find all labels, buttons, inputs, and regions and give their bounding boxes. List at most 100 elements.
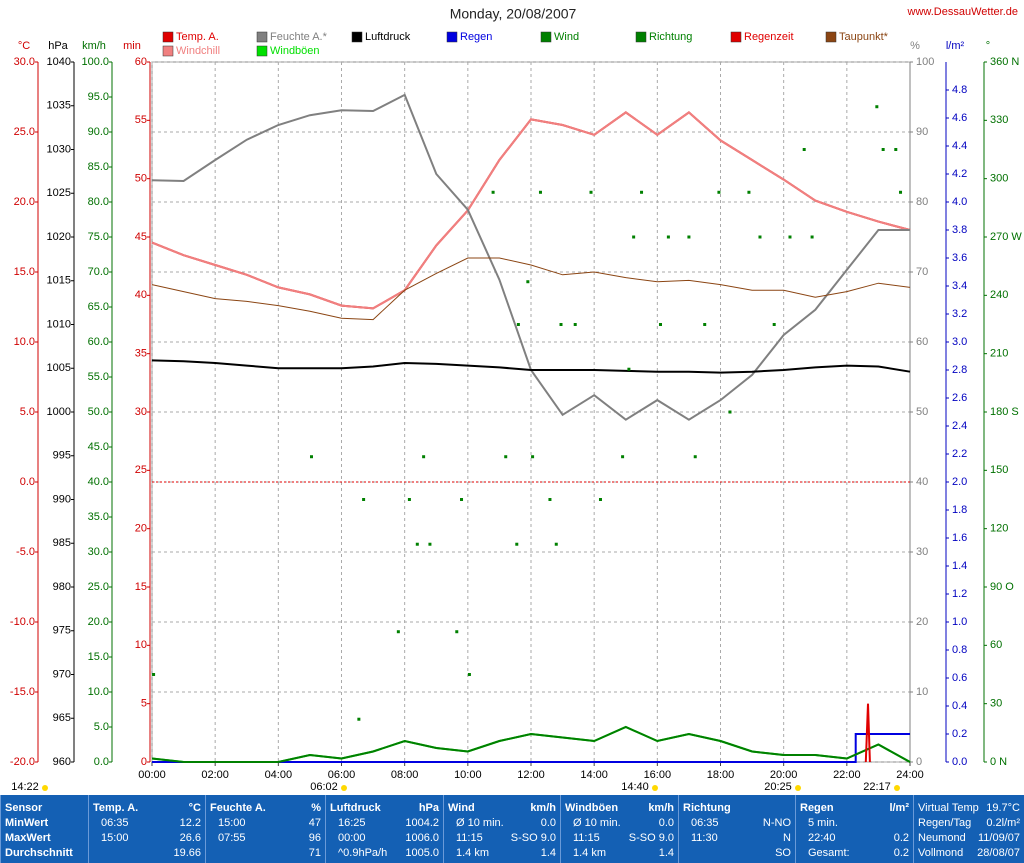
- table-row: 1.4 km 1.4: [565, 846, 674, 860]
- y-tick-label: 40.0: [88, 476, 109, 488]
- y-tick-label: -10.0: [10, 616, 35, 628]
- y-tick-label: 150: [990, 464, 1008, 476]
- y-axis-label: km/h: [82, 40, 106, 52]
- direction-point: [621, 455, 625, 459]
- y-tick-label: 1030: [47, 143, 71, 155]
- y-tick-label: 0.6: [952, 672, 967, 684]
- y-tick-label: 2.0: [952, 476, 967, 488]
- table-row: Gesamt: 0.2: [800, 846, 909, 860]
- table-column: Wind km/h Ø 10 min. 0.0 11:15 S-SO 9.0 1.4 km 1…: [443, 795, 560, 863]
- y-tick-label: 30: [135, 406, 147, 418]
- series-line: [864, 703, 871, 763]
- header-text: Windböen: [565, 802, 619, 814]
- table-column: Sensor MinWert MaxWert Durchschnitt: [0, 795, 88, 863]
- y-axis-label: l/m²: [946, 40, 965, 52]
- y-tick-label: 120: [990, 523, 1008, 535]
- direction-point: [758, 235, 762, 239]
- y-tick-label: 45.0: [88, 441, 109, 453]
- direction-point: [559, 323, 563, 326]
- direction-point: [467, 673, 471, 676]
- y-tick-label: 55.0: [88, 371, 109, 383]
- annotation: 14:22: [11, 781, 39, 793]
- table-column: Feuchte A.% 15:00 47 07:55 96 71: [205, 795, 325, 863]
- y-tick-label: 0.2: [952, 728, 967, 740]
- y-tick-label: 2.4: [952, 420, 967, 432]
- table-header: Sensor: [5, 801, 84, 815]
- table-column: Luftdruck hPa 16:25 1004.2 00:00 1006.0 ^0.9hP…: [325, 795, 443, 863]
- annotation: 14:40: [621, 781, 649, 793]
- y-tick-label: 50.0: [88, 406, 109, 418]
- series-line: [151, 725, 911, 763]
- cell-label: 5 min.: [808, 817, 838, 829]
- table-row: 06:35 N-NO: [683, 816, 791, 830]
- y-tick-label: 35: [135, 348, 147, 360]
- x-tick-label: 24:00: [896, 769, 924, 781]
- y-tick-label: 60: [990, 639, 1002, 651]
- legend-swatch: [256, 45, 268, 57]
- y-tick-label: 990: [53, 493, 71, 505]
- cell-value: 96: [308, 832, 321, 844]
- y-tick-label: 90.0: [88, 126, 109, 138]
- y-tick-label: 15: [135, 581, 147, 593]
- y-tick-label: 3.8: [952, 224, 967, 236]
- y-tick-label: 0.8: [952, 644, 967, 656]
- y-tick-label: 1035: [47, 100, 71, 112]
- chart: Monday, 20/08/2007 www.DessauWetter.de 0…: [10, 6, 1022, 793]
- direction-point: [589, 190, 593, 194]
- y-tick-label: 100.0: [81, 56, 109, 68]
- y-tick-label: 5.0: [94, 721, 109, 733]
- y-tick-label: 0 N: [990, 756, 1007, 768]
- direction-point: [554, 542, 558, 546]
- x-tick-label: 08:00: [391, 769, 419, 781]
- y-tick-label: 10: [916, 686, 928, 698]
- direction-point: [407, 498, 411, 501]
- series-line: [151, 359, 911, 374]
- cell-value: 71: [308, 847, 321, 859]
- y-tick-label: 270 W: [990, 231, 1022, 243]
- header-text: Regen: [800, 802, 834, 814]
- cell-label: 1.4 km: [456, 847, 490, 859]
- direction-point: [460, 498, 464, 501]
- x-tick-label: 06:00: [328, 769, 356, 781]
- cell-label: Virtual Temp: [918, 802, 979, 814]
- direction-point: [504, 455, 508, 459]
- y-tick-label: 5: [141, 698, 147, 710]
- table-header: Feuchte A.%: [210, 801, 321, 815]
- table-row: 11:30 N: [683, 831, 791, 845]
- table-row: Durchschnitt: [5, 846, 84, 860]
- y-tick-label: 25: [135, 464, 147, 476]
- table-column: Richtung 06:35 N-NO 11:30 N SO: [678, 795, 795, 863]
- y-tick-label: 300: [990, 173, 1008, 185]
- cell-value: 1006.0: [405, 832, 439, 844]
- table-row: MinWert: [5, 816, 84, 830]
- table-row: Ø 10 min. 0.0: [565, 816, 674, 830]
- y-tick-label: 15.0: [88, 651, 109, 663]
- legend-label: Taupunkt*: [839, 31, 889, 43]
- direction-point: [632, 235, 636, 239]
- y-tick-label: 20: [135, 523, 147, 535]
- x-tick-label: 10:00: [454, 769, 482, 781]
- annotation-icon: [341, 785, 347, 791]
- y-tick-label: 210: [990, 348, 1008, 360]
- y-axis-label: min: [123, 40, 141, 52]
- direction-point: [515, 542, 519, 546]
- y-tick-label: 2.2: [952, 448, 967, 460]
- y-tick-label: 985: [53, 537, 71, 549]
- y-tick-label: 960: [53, 756, 71, 768]
- cell-value: 26.6: [179, 832, 201, 844]
- direction-point: [640, 190, 644, 194]
- legend-swatch: [540, 31, 552, 43]
- y-tick-label: 1015: [47, 275, 71, 287]
- direction-point: [491, 190, 495, 194]
- y-tick-label: 1005: [47, 362, 71, 374]
- table-row: 06:35 12.2: [93, 816, 201, 830]
- y-tick-label: 30: [916, 546, 928, 558]
- direction-point: [772, 323, 776, 326]
- direction-point: [747, 190, 751, 194]
- cell-value: 1.4: [540, 847, 556, 859]
- row-label: MinWert: [5, 817, 49, 829]
- cell-label: 16:25: [338, 817, 366, 829]
- row-label: MaxWert: [5, 832, 51, 844]
- y-tick-label: 1.6: [952, 532, 967, 544]
- y-tick-label: 4.0: [952, 196, 967, 208]
